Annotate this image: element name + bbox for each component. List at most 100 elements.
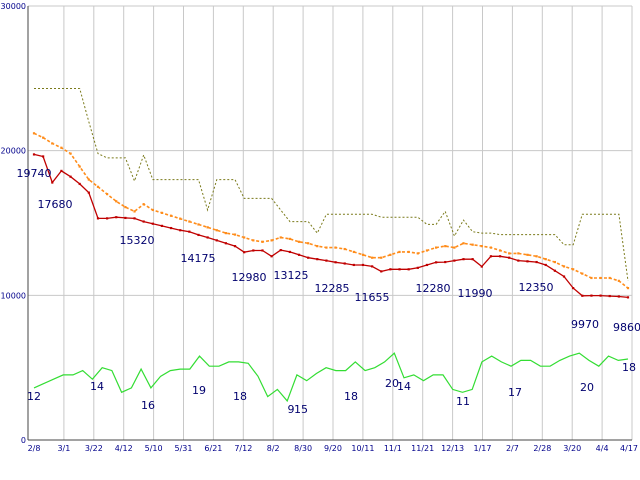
axes: 0 10000 20000 30000 2/8 3/1 3/22 4/12 5/10 5/31 6/… — [1, 2, 638, 453]
price-point — [553, 269, 556, 272]
price-point — [480, 265, 483, 268]
y-tick-label: 0 — [21, 436, 26, 445]
average-point — [87, 178, 90, 181]
y-tick-label: 10000 — [1, 291, 26, 300]
price-point — [489, 255, 493, 258]
price-point — [508, 256, 511, 259]
price-point — [179, 229, 182, 232]
price-point — [562, 275, 566, 278]
x-tick-label: 2/8 — [28, 444, 41, 453]
volume-data-label: 15 — [294, 403, 308, 416]
volume-data-label: 20 — [385, 377, 399, 390]
average-point — [581, 272, 584, 275]
grid — [28, 5, 633, 440]
price-point — [471, 258, 474, 261]
price-point — [453, 259, 456, 262]
price-data-label: 11990 — [458, 287, 493, 300]
price-point — [270, 255, 273, 258]
price-point — [352, 263, 355, 267]
price-point — [188, 230, 191, 233]
average-point — [407, 250, 410, 254]
price-point — [416, 266, 419, 269]
average-point — [206, 226, 209, 229]
price-point — [590, 294, 593, 297]
price-point — [572, 287, 575, 290]
average-point — [279, 236, 282, 239]
volume-data-label: 18 — [344, 390, 358, 403]
average-point — [361, 253, 365, 256]
average-point — [215, 229, 218, 232]
average-point — [307, 242, 310, 245]
average-point — [151, 208, 154, 212]
price-point — [526, 260, 529, 263]
x-tick-label: 7/12 — [234, 444, 252, 453]
volume-data-label: 19 — [192, 384, 206, 397]
price-point — [78, 182, 81, 186]
price-point — [535, 260, 538, 264]
average-point — [261, 240, 264, 243]
price-point — [252, 249, 255, 252]
average-point — [425, 249, 429, 252]
volume-data-label: 12 — [27, 390, 41, 403]
average-point — [252, 239, 255, 242]
price-point — [142, 220, 145, 223]
average-point — [398, 250, 401, 254]
price-point — [343, 262, 346, 265]
average-point — [316, 245, 319, 248]
average-point — [169, 214, 173, 217]
price-data-label: 12280 — [416, 282, 451, 295]
average-point — [142, 203, 145, 206]
price-point — [462, 258, 465, 261]
price-data-label: 12980 — [232, 271, 267, 284]
average-point — [380, 256, 383, 259]
average-point — [599, 276, 602, 280]
average-point — [69, 152, 72, 155]
price-data-label: 11655 — [355, 291, 390, 304]
x-tick-label: 12/13 — [441, 444, 464, 453]
price-point — [133, 217, 136, 220]
x-tick-label: 8/2 — [267, 444, 280, 453]
average-point — [553, 260, 556, 264]
average-point — [572, 268, 575, 271]
price-point — [160, 224, 164, 227]
average-point — [480, 245, 483, 248]
average-point — [96, 185, 100, 188]
price-point — [617, 295, 620, 298]
price-series-line — [33, 153, 629, 299]
price-data-label: 14175 — [181, 252, 216, 265]
price-point — [425, 263, 429, 267]
average-point — [224, 232, 228, 235]
average-point — [233, 233, 237, 236]
volume-data-label: 18 — [622, 361, 636, 374]
x-tick-label: 1/17 — [474, 444, 492, 453]
y-tick-label: 20000 — [1, 147, 26, 156]
average-point — [160, 211, 164, 214]
x-tick-label: 5/10 — [145, 444, 163, 453]
price-point — [197, 233, 200, 237]
average-point — [434, 246, 438, 249]
x-tick-label: 9/20 — [324, 444, 342, 453]
price-data-label: 13125 — [274, 269, 309, 282]
price-point — [106, 217, 109, 220]
x-tick-label: 8/30 — [294, 444, 312, 453]
x-tick-label: 4/17 — [620, 444, 638, 453]
price-point — [389, 268, 392, 271]
average-point — [544, 258, 547, 261]
price-point — [215, 239, 218, 242]
average-point — [508, 252, 511, 255]
price-point — [224, 242, 228, 245]
price-point — [261, 249, 264, 252]
band-series-line — [34, 88, 629, 281]
x-tick-label: 6/21 — [204, 444, 222, 453]
average-point — [352, 250, 355, 254]
volume-data-label: 18 — [233, 390, 247, 403]
x-tick-label: 4/12 — [115, 444, 133, 453]
price-point — [42, 155, 45, 158]
average-point — [617, 279, 620, 282]
price-point — [581, 294, 584, 297]
average-point — [51, 142, 54, 145]
average-point — [325, 246, 328, 249]
volume-data-label: 11 — [456, 395, 470, 408]
price-point — [206, 236, 209, 239]
price-data-label: 15320 — [120, 234, 155, 247]
